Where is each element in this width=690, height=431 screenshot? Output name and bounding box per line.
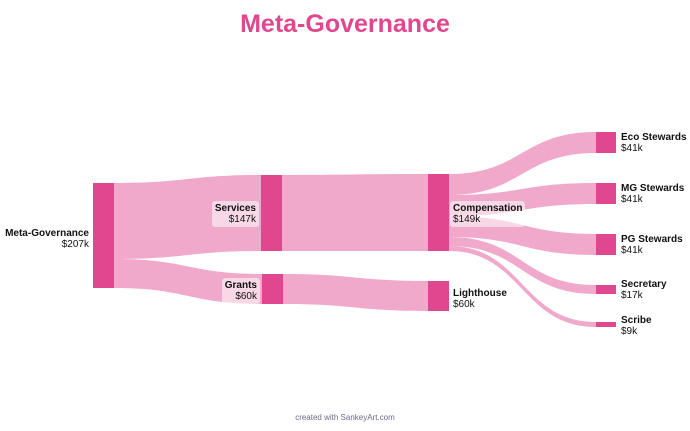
label-meta-governance: Meta-Governance $207k <box>5 228 89 250</box>
label-value: $60k <box>453 299 475 310</box>
label-services: Services $147k <box>211 201 259 227</box>
node-lighthouse[interactable] <box>428 281 449 311</box>
link-metagov-services[interactable] <box>114 175 262 259</box>
node-secretary[interactable] <box>596 285 616 294</box>
label-name: Grants <box>224 280 257 291</box>
node-services[interactable] <box>261 175 282 251</box>
node-eco-stewards[interactable] <box>596 132 616 153</box>
label-compensation: Compensation $149k <box>450 201 526 227</box>
node-mg-stewards[interactable] <box>596 183 616 204</box>
label-grants: Grants $60k <box>221 278 260 304</box>
label-scribe: Scribe $9k <box>621 315 652 337</box>
link-compensation-scribe[interactable] <box>449 246 596 327</box>
node-grants[interactable] <box>262 274 283 304</box>
label-name: Eco Stewards <box>621 132 687 143</box>
label-name: Lighthouse <box>453 288 507 299</box>
node-pg-stewards[interactable] <box>596 234 616 255</box>
label-pg-stewards: PG Stewards $41k <box>621 234 683 256</box>
label-value: $149k <box>453 214 481 225</box>
label-name: MG Stewards <box>621 183 685 194</box>
node-compensation[interactable] <box>428 174 449 251</box>
label-eco-stewards: Eco Stewards $41k <box>621 132 687 154</box>
label-name: Meta-Governance <box>5 228 89 239</box>
label-value: $41k <box>621 245 643 256</box>
label-value: $9k <box>621 326 638 337</box>
label-name: Services <box>214 203 256 214</box>
label-name: PG Stewards <box>621 234 683 245</box>
link-services-compensation[interactable] <box>282 174 428 251</box>
label-value: $60k <box>235 291 257 302</box>
label-name: Compensation <box>453 203 523 214</box>
label-value: $17k <box>621 290 643 301</box>
link-compensation-eco-stewards[interactable] <box>449 132 596 195</box>
label-secretary: Secretary $17k <box>621 279 667 301</box>
link-compensation-secretary[interactable] <box>449 237 596 294</box>
label-name: Scribe <box>621 315 652 326</box>
label-value: $207k <box>61 239 89 250</box>
footer-credit[interactable]: created with SankeyArt.com <box>295 413 395 422</box>
node-meta-governance[interactable] <box>93 183 114 288</box>
link-grants-lighthouse[interactable] <box>283 274 428 311</box>
label-value: $41k <box>621 143 643 154</box>
label-lighthouse: Lighthouse $60k <box>453 288 507 310</box>
node-scribe[interactable] <box>596 322 616 327</box>
label-name: Secretary <box>621 279 667 290</box>
label-value: $147k <box>228 214 256 225</box>
label-value: $41k <box>621 194 643 205</box>
chart-title: Meta-Governance <box>240 10 450 38</box>
label-mg-stewards: MG Stewards $41k <box>621 183 684 205</box>
